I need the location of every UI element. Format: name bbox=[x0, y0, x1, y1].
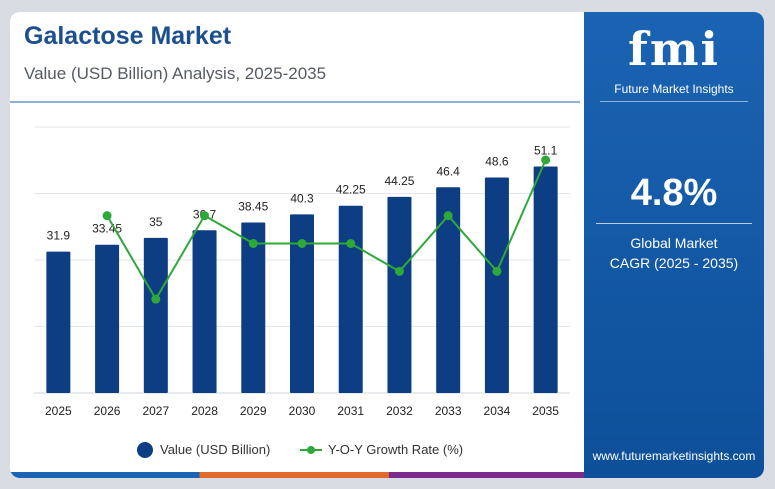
bottom-accent-bar bbox=[10, 472, 584, 478]
cagr-label-line1: Global Market bbox=[630, 235, 718, 251]
bar-label-2030: 40.3 bbox=[290, 191, 314, 205]
bar-2028 bbox=[192, 230, 217, 393]
x-tick-2033: 2033 bbox=[435, 404, 462, 418]
bar-label-2031: 42.25 bbox=[336, 183, 366, 197]
growth-point-2035 bbox=[541, 155, 551, 165]
cagr-label: Global Market CAGR (2025 - 2035) bbox=[584, 233, 764, 273]
legend: Value (USD Billion) Y-O-Y Growth Rate (%… bbox=[10, 439, 584, 461]
bar-label-2027: 35 bbox=[149, 215, 163, 229]
legend-line-label: Y-O-Y Growth Rate (%) bbox=[328, 442, 464, 457]
logo-divider bbox=[600, 101, 748, 102]
x-tick-2027: 2027 bbox=[142, 404, 169, 418]
bar-label-2025: 31.9 bbox=[47, 229, 71, 243]
bar-2025 bbox=[46, 251, 71, 393]
x-tick-2034: 2034 bbox=[484, 404, 511, 418]
x-tick-2025: 2025 bbox=[45, 404, 72, 418]
x-tick-2026: 2026 bbox=[94, 404, 121, 418]
legend-line-marker bbox=[307, 446, 315, 454]
growth-point-2034 bbox=[492, 266, 502, 276]
bar-2027 bbox=[143, 237, 168, 393]
chart-card: Galactose Market Value (USD Billion) Ana… bbox=[10, 12, 764, 478]
bar-2026 bbox=[95, 244, 120, 393]
bar-label-2033: 46.4 bbox=[437, 164, 461, 178]
bar-2031 bbox=[338, 205, 363, 393]
logo-subtitle: Future Market Insights bbox=[614, 82, 734, 96]
x-tick-2030: 2030 bbox=[289, 404, 316, 418]
bar-label-2035: 51.1 bbox=[534, 143, 558, 157]
growth-point-2033 bbox=[443, 211, 453, 221]
growth-point-2026 bbox=[102, 211, 112, 221]
fmi-logo: fmi bbox=[628, 22, 720, 76]
growth-point-2029 bbox=[248, 239, 258, 248]
bar-line-chart: 31.9202533.45202635202736.7202838.452029… bbox=[34, 126, 570, 418]
chart-subtitle: Value (USD Billion) Analysis, 2025-2035 bbox=[24, 64, 327, 83]
growth-point-2032 bbox=[394, 266, 404, 276]
bar-2029 bbox=[241, 222, 266, 393]
bar-label-2034: 48.6 bbox=[485, 155, 509, 169]
bar-2030 bbox=[290, 214, 314, 393]
bar-label-2026: 33.45 bbox=[92, 222, 122, 236]
x-tick-2035: 2035 bbox=[532, 404, 559, 418]
growth-point-2027 bbox=[151, 294, 161, 304]
cagr-value: 4.8% bbox=[630, 172, 718, 214]
growth-point-2031 bbox=[346, 239, 356, 248]
website-link[interactable]: www.futuremarketinsights.com bbox=[592, 449, 756, 463]
legend-bar-label: Value (USD Billion) bbox=[160, 442, 271, 457]
x-tick-2032: 2032 bbox=[386, 404, 413, 418]
cagr-divider bbox=[596, 223, 752, 224]
cagr-label-line2: CAGR (2025 - 2035) bbox=[609, 255, 739, 271]
legend-bar-swatch bbox=[137, 442, 153, 458]
x-tick-2029: 2029 bbox=[240, 404, 267, 418]
bar-label-2032: 44.25 bbox=[384, 174, 414, 188]
growth-point-2028 bbox=[200, 211, 210, 221]
bar-label-2029: 38.45 bbox=[238, 200, 268, 214]
chart-title: Galactose Market bbox=[24, 22, 232, 50]
x-tick-2031: 2031 bbox=[337, 404, 364, 418]
growth-point-2030 bbox=[297, 239, 307, 248]
x-tick-2028: 2028 bbox=[191, 404, 218, 418]
bar-2034 bbox=[484, 177, 509, 393]
title-divider bbox=[10, 101, 580, 103]
bar-2035 bbox=[533, 166, 558, 393]
bar-2032 bbox=[387, 196, 412, 393]
bar-2033 bbox=[436, 187, 461, 393]
growth-line bbox=[106, 159, 547, 302]
side-panel: fmi Future Market Insights 4.8% Global M… bbox=[584, 12, 764, 478]
